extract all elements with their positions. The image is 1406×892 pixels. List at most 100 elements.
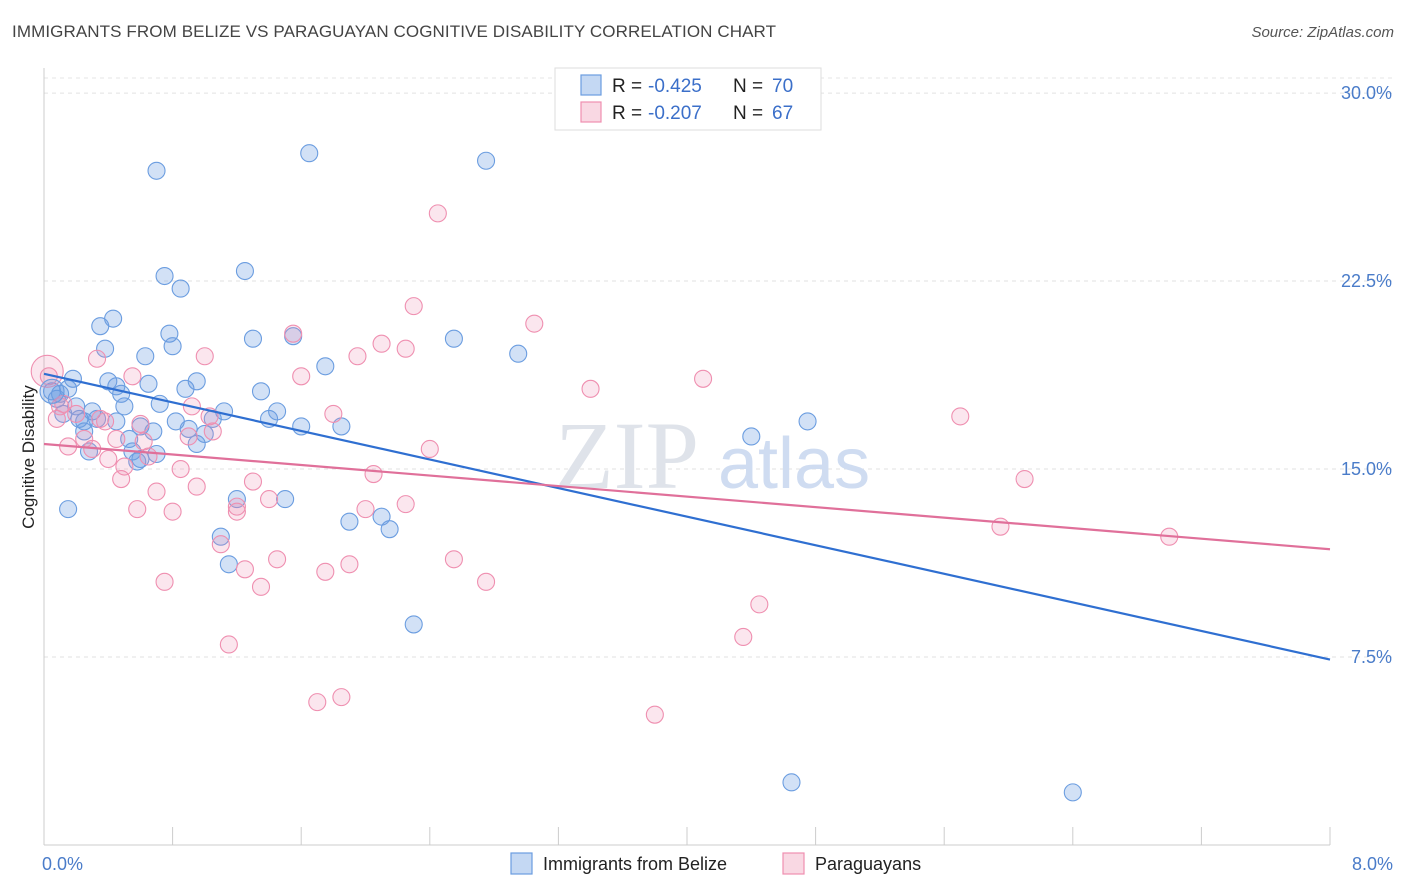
legend-box xyxy=(554,67,822,131)
paraguayan-point-44 xyxy=(372,334,391,353)
belize-point-63 xyxy=(59,500,78,519)
tick-labels: 7.5% 15.0% 22.5% 30.0% 0.0% 8.0% xyxy=(42,83,1393,874)
y-tick-label-2: 22.5% xyxy=(1341,271,1392,291)
belize-point-59 xyxy=(742,427,761,446)
paraguayan-point-4 xyxy=(67,404,86,423)
belize-point-23 xyxy=(136,347,155,366)
paraguayan-trend-line xyxy=(43,442,1331,551)
paraguayan-point-8 xyxy=(91,409,110,428)
belize-point-56 xyxy=(444,329,463,348)
paraguayan-point-53 xyxy=(645,705,664,724)
paraguayan-point-47 xyxy=(420,439,439,459)
paraguayan-point-20 xyxy=(171,459,190,479)
belize-point-15 xyxy=(104,309,123,328)
x-tick-label-start: 0.0% xyxy=(42,854,83,874)
legend-r-value-0: -0.425 xyxy=(648,76,702,97)
paraguayan-point-30 xyxy=(243,472,263,491)
belize-point-28 xyxy=(155,266,174,286)
belize-point-65 xyxy=(187,372,206,391)
legend-swatch-0 xyxy=(580,74,602,96)
bottom-legend-label-1: Paraguayans xyxy=(815,854,921,874)
belize-point-46 xyxy=(276,490,295,509)
paraguayan-point-16 xyxy=(139,447,158,466)
paraguayan-point-65 xyxy=(227,502,246,521)
belize-point-50 xyxy=(316,357,335,376)
paraguayan-point-18 xyxy=(155,572,174,591)
y-tick-label-0: 7.5% xyxy=(1351,647,1392,667)
belize-point-44 xyxy=(251,382,271,401)
paraguayan-point-19 xyxy=(163,502,182,521)
belize-point-41 xyxy=(227,490,246,509)
legend-n-value-1: 67 xyxy=(772,103,793,124)
paraguayan-point-57 xyxy=(951,407,970,426)
belize-point-40 xyxy=(219,555,238,574)
paraguayan-point-14 xyxy=(128,500,147,519)
paraguayan-point-36 xyxy=(308,693,327,712)
belize-cluster-point xyxy=(39,378,65,404)
paraguayan-point-51 xyxy=(525,314,544,333)
x-tick-label-end: 8.0% xyxy=(1352,854,1393,874)
paraguayan-point-15 xyxy=(134,432,153,451)
paraguayan-point-39 xyxy=(332,688,351,707)
belize-point-60 xyxy=(798,412,817,431)
belize-point-34 xyxy=(179,419,198,438)
paraguayan-point-46 xyxy=(404,297,423,316)
legend-r-label-1: R = xyxy=(612,103,642,124)
paraguayan-point-13 xyxy=(123,367,142,386)
paraguayan-point-25 xyxy=(203,422,222,441)
paraguayan-point-62 xyxy=(96,412,115,431)
paraguayan-point-59 xyxy=(1015,470,1034,489)
belize-point-54 xyxy=(380,520,399,539)
belize-point-26 xyxy=(147,161,166,180)
belize-point-57 xyxy=(477,151,496,170)
belize-point-32 xyxy=(171,279,190,298)
paraguayan-point-7 xyxy=(87,349,107,368)
belize-point-62 xyxy=(1063,783,1082,802)
paraguayan-point-17 xyxy=(147,482,166,501)
paraguayan-point-52 xyxy=(581,379,600,398)
source-credit: Source: ZipAtlas.com xyxy=(1251,24,1394,41)
paraguayan-point-43 xyxy=(364,464,383,484)
paraguayan-point-45 xyxy=(396,339,415,358)
paraguayan-point-54 xyxy=(694,369,713,388)
bottom-legend: Immigrants from Belize Paraguayans xyxy=(510,852,921,875)
paraguayan-point-63 xyxy=(131,414,150,433)
paraguayan-point-23 xyxy=(195,347,214,366)
chart-title: IMMIGRANTS FROM BELIZE VS PARAGUAYAN COG… xyxy=(12,22,777,41)
belize-point-8 xyxy=(75,422,94,441)
belize-point-43 xyxy=(243,329,263,348)
axes xyxy=(43,68,1331,846)
paraguayan-point-42 xyxy=(356,500,375,519)
belize-point-38 xyxy=(211,527,230,546)
paraguayan-point-34 xyxy=(284,324,303,343)
paraguayan-point-29 xyxy=(235,560,254,579)
legend-n-label-0: N = xyxy=(733,76,763,97)
legend-r-value-1: -0.207 xyxy=(648,103,702,124)
paraguayan-point-50 xyxy=(477,572,496,591)
belize-point-24 xyxy=(139,374,158,393)
y-tick-label-1: 15.0% xyxy=(1341,459,1392,479)
belize-point-52 xyxy=(340,512,359,531)
legend-n-value-0: 70 xyxy=(772,76,793,97)
trend-lines xyxy=(43,372,1331,661)
paraguayan-point-38 xyxy=(324,404,343,423)
belize-point-42 xyxy=(235,261,254,281)
paraguayan-point-26 xyxy=(211,535,230,554)
paraguayan-point-21 xyxy=(179,427,198,446)
legend-n-label-1: N = xyxy=(733,103,763,124)
paraguayan-point-55 xyxy=(734,627,753,647)
y-tick-label-3: 30.0% xyxy=(1341,83,1392,103)
paraguayan-point-35 xyxy=(292,367,311,386)
belize-trend-line xyxy=(43,372,1331,661)
watermark-atlas: atlas xyxy=(718,424,870,504)
y-axis-label: Cognitive Disability xyxy=(19,385,38,529)
belize-point-61 xyxy=(782,773,801,792)
paraguayan-point-31 xyxy=(251,577,271,596)
paraguayan-point-49 xyxy=(444,550,463,569)
paraguayan-point-41 xyxy=(348,347,367,366)
belize-point-49 xyxy=(300,144,319,163)
belize-point-66 xyxy=(268,402,287,421)
paraguayan-point-37 xyxy=(316,562,335,581)
belize-point-18 xyxy=(115,397,134,416)
